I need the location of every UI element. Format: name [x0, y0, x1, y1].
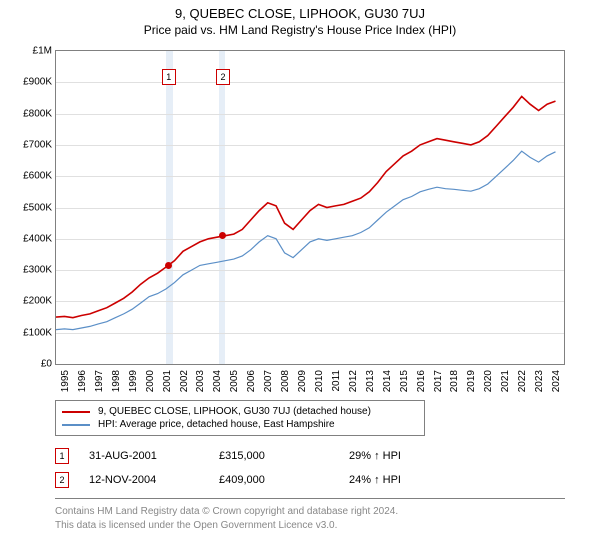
legend-swatch — [62, 424, 90, 426]
page-subtitle: Price paid vs. HM Land Registry's House … — [0, 21, 600, 41]
y-tick-label: £1M — [7, 46, 52, 57]
y-tick-label: £300K — [7, 265, 52, 276]
x-tick-label: 2012 — [348, 370, 359, 392]
footer-line-1: Contains HM Land Registry data © Crown c… — [55, 505, 565, 519]
legend: 9, QUEBEC CLOSE, LIPHOOK, GU30 7UJ (deta… — [55, 400, 425, 436]
sale-row: 1 31-AUG-2001£315,00029% ↑ HPI — [55, 444, 565, 468]
page-title: 9, QUEBEC CLOSE, LIPHOOK, GU30 7UJ — [0, 0, 600, 21]
x-tick-label: 2023 — [534, 370, 545, 392]
x-tick-label: 2001 — [162, 370, 173, 392]
x-tick-label: 2008 — [280, 370, 291, 392]
x-tick-label: 1995 — [60, 370, 71, 392]
x-tick-label: 2017 — [433, 370, 444, 392]
sale-row: 2 12-NOV-2004£409,00024% ↑ HPI — [55, 468, 565, 492]
sale-marker: 2 — [55, 472, 69, 488]
legend-label: HPI: Average price, detached house, East… — [98, 419, 335, 430]
sale-date: 12-NOV-2004 — [89, 474, 219, 486]
y-tick-label: £900K — [7, 77, 52, 88]
sales-table: 1 31-AUG-2001£315,00029% ↑ HPI 2 12-NOV-200… — [55, 444, 565, 492]
legend-label: 9, QUEBEC CLOSE, LIPHOOK, GU30 7UJ (deta… — [98, 406, 371, 417]
x-tick-label: 1997 — [94, 370, 105, 392]
y-tick-label: £700K — [7, 139, 52, 150]
y-tick-label: £400K — [7, 233, 52, 244]
footer: Contains HM Land Registry data © Crown c… — [55, 498, 565, 532]
x-tick-label: 1998 — [111, 370, 122, 392]
x-tick-label: 2018 — [449, 370, 460, 392]
x-tick-label: 2013 — [365, 370, 376, 392]
x-tick-label: 1999 — [128, 370, 139, 392]
x-tick-label: 2000 — [145, 370, 156, 392]
x-tick-label: 2009 — [297, 370, 308, 392]
x-tick-label: 2020 — [483, 370, 494, 392]
y-tick-label: £800K — [7, 108, 52, 119]
y-tick-label: £200K — [7, 296, 52, 307]
series-property — [56, 96, 556, 317]
x-tick-label: 2006 — [246, 370, 257, 392]
legend-item: 9, QUEBEC CLOSE, LIPHOOK, GU30 7UJ (deta… — [62, 405, 418, 418]
legend-item: HPI: Average price, detached house, East… — [62, 418, 418, 431]
y-tick-label: £600K — [7, 171, 52, 182]
sale-date: 31-AUG-2001 — [89, 450, 219, 462]
plot-svg — [56, 51, 564, 364]
y-tick-label: £0 — [7, 359, 52, 370]
x-tick-label: 2011 — [331, 370, 342, 392]
x-tick-label: 2005 — [229, 370, 240, 392]
x-tick-label: 2003 — [195, 370, 206, 392]
legend-swatch — [62, 411, 90, 413]
footer-line-2: This data is licensed under the Open Gov… — [55, 519, 565, 533]
x-tick-label: 2022 — [517, 370, 528, 392]
x-tick-label: 2010 — [314, 370, 325, 392]
x-tick-label: 2004 — [212, 370, 223, 392]
x-tick-label: 2002 — [179, 370, 190, 392]
x-tick-label: 2019 — [466, 370, 477, 392]
sale-marker: 1 — [55, 448, 69, 464]
y-tick-label: £100K — [7, 327, 52, 338]
x-tick-label: 2024 — [551, 370, 562, 392]
x-tick-label: 2021 — [500, 370, 511, 392]
series-hpi — [56, 151, 556, 329]
x-tick-label: 1996 — [77, 370, 88, 392]
x-tick-label: 2016 — [416, 370, 427, 392]
sale-delta: 29% ↑ HPI — [349, 450, 479, 462]
y-tick-label: £500K — [7, 202, 52, 213]
marker-label: 1 — [162, 69, 176, 85]
marker-label: 2 — [216, 69, 230, 85]
sale-delta: 24% ↑ HPI — [349, 474, 479, 486]
x-tick-label: 2007 — [263, 370, 274, 392]
x-tick-label: 2014 — [382, 370, 393, 392]
chart-container: 9, QUEBEC CLOSE, LIPHOOK, GU30 7UJ Price… — [0, 0, 600, 560]
plot-area: 12 — [55, 50, 565, 365]
sale-price: £409,000 — [219, 474, 349, 486]
sale-price: £315,000 — [219, 450, 349, 462]
x-tick-label: 2015 — [399, 370, 410, 392]
